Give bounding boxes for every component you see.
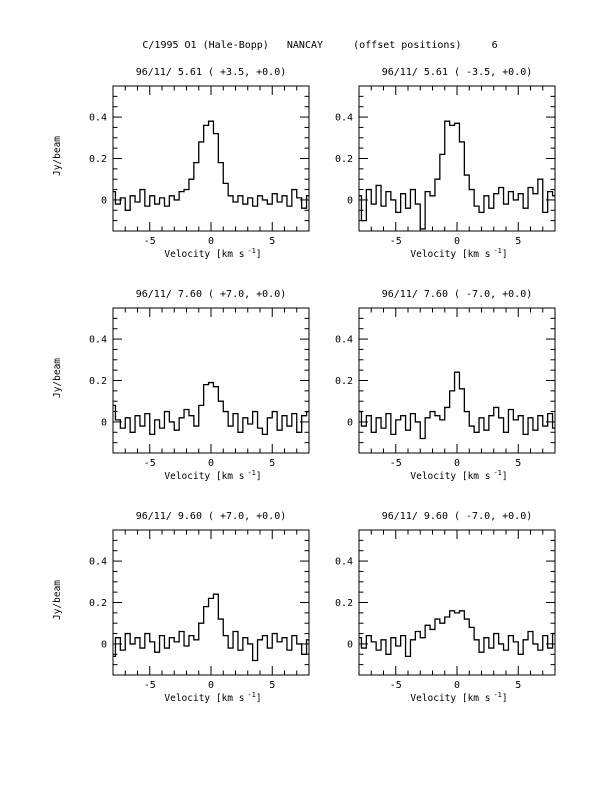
x-tick-label: 0 — [454, 458, 460, 469]
x-axis-label-bracket: ] — [502, 249, 508, 260]
x-axis-label-exponent: -1 — [247, 691, 255, 699]
y-tick-label: 0.4 — [89, 335, 107, 346]
x-axis-label: Velocity [km s -1] — [164, 469, 261, 482]
x-axis-label: Velocity [km s -1] — [164, 247, 261, 260]
y-tick-label: 0 — [347, 195, 353, 206]
y-tick-label: 0.2 — [335, 376, 353, 387]
x-tick-label: -5 — [390, 236, 402, 247]
x-axis-label-text: Velocity [km s — [164, 249, 244, 260]
panel-title: 96/11/ 7.60 ( -7.0, +0.0) — [382, 289, 533, 300]
panel-title: 96/11/ 9.60 ( +7.0, +0.0) — [136, 511, 287, 522]
x-tick-label: 5 — [269, 680, 275, 691]
x-tick-label: 0 — [454, 680, 460, 691]
x-axis-label-bracket: ] — [502, 693, 508, 704]
x-axis-label: Velocity [km s -1] — [164, 691, 261, 704]
y-axis-label: Jy/beam — [52, 136, 63, 176]
y-tick-label: 0.4 — [89, 113, 107, 124]
x-axis-label-bracket: ] — [256, 693, 262, 704]
x-axis-label-text: Velocity [km s — [164, 693, 244, 704]
y-tick-label: 0.2 — [335, 154, 353, 165]
spectrum-panel-5: 96/11/ 9.60 ( +7.0, +0.0) -5 0 5 0 0.2 0.4 Velo… — [52, 511, 310, 704]
x-axis-label-bracket: ] — [502, 471, 508, 482]
x-tick-label: 5 — [515, 680, 521, 691]
y-tick-label: 0.4 — [335, 557, 353, 568]
y-tick-label: 0.2 — [335, 598, 353, 609]
x-tick-label: 0 — [208, 680, 214, 691]
spectrum-line — [359, 120, 555, 230]
y-tick-label: 0 — [101, 195, 107, 206]
spectrum-line — [113, 593, 309, 662]
panel-title: 96/11/ 5.61 ( -3.5, +0.0) — [382, 67, 533, 78]
x-tick-label: 0 — [454, 236, 460, 247]
x-axis-label: Velocity [km s -1] — [410, 469, 507, 482]
y-tick-label: 0.2 — [89, 598, 107, 609]
x-tick-label: 5 — [269, 458, 275, 469]
spectrum-panel-4: 96/11/ 7.60 ( -7.0, +0.0) -5 0 5 0 0.2 0.4 Velo… — [335, 289, 556, 482]
x-axis-label-bracket: ] — [256, 249, 262, 260]
x-tick-label: 5 — [269, 236, 275, 247]
y-tick-label: 0 — [101, 417, 107, 428]
spectrum-panel-3: 96/11/ 7.60 ( +7.0, +0.0) -5 0 5 0 0.2 0.4 Velo… — [52, 289, 310, 482]
spectrum-line — [113, 381, 309, 436]
spectrum-panel-6: 96/11/ 9.60 ( -7.0, +0.0) -5 0 5 0 0.2 0.4 Velo… — [335, 511, 556, 704]
y-tick-label: 0 — [347, 639, 353, 650]
x-tick-label: 0 — [208, 236, 214, 247]
y-axis-label: Jy/beam — [52, 580, 63, 620]
x-axis-label: Velocity [km s -1] — [410, 247, 507, 260]
panel-title: 96/11/ 7.60 ( +7.0, +0.0) — [136, 289, 287, 300]
y-tick-label: 0.4 — [335, 113, 353, 124]
spectrum-line — [359, 371, 555, 440]
x-axis-label-text: Velocity [km s — [410, 471, 490, 482]
x-tick-label: -5 — [390, 458, 402, 469]
y-axis-label: Jy/beam — [52, 358, 63, 398]
x-tick-label: -5 — [144, 680, 156, 691]
spectrum-panel-1: 96/11/ 5.61 ( +3.5, +0.0) -5 0 5 0 0.2 0.4 Velo… — [52, 67, 310, 260]
y-tick-label: 0.2 — [89, 376, 107, 387]
panels: 96/11/ 5.61 ( +3.5, +0.0) -5 0 5 0 0.2 0.4 Velo… — [52, 67, 556, 704]
spectrum-line — [113, 120, 309, 211]
figure-title: C/1995 O1 (Hale-Bopp) NANCAY (offset pos… — [142, 40, 497, 51]
y-tick-label: 0.2 — [89, 154, 107, 165]
x-axis-label-exponent: -1 — [493, 247, 501, 255]
x-axis-label-exponent: -1 — [247, 247, 255, 255]
y-tick-label: 0.4 — [89, 557, 107, 568]
x-axis-label-text: Velocity [km s — [164, 471, 244, 482]
x-axis-label-text: Velocity [km s — [410, 693, 490, 704]
x-tick-label: 5 — [515, 458, 521, 469]
x-axis-label-exponent: -1 — [493, 691, 501, 699]
x-axis-label-text: Velocity [km s — [410, 249, 490, 260]
x-tick-label: 5 — [515, 236, 521, 247]
panel-title: 96/11/ 9.60 ( -7.0, +0.0) — [382, 511, 533, 522]
x-axis-label-bracket: ] — [256, 471, 262, 482]
spectrum-line — [359, 610, 555, 658]
x-tick-label: 0 — [208, 458, 214, 469]
x-tick-label: -5 — [390, 680, 402, 691]
spectrum-panel-2: 96/11/ 5.61 ( -3.5, +0.0) -5 0 5 0 0.2 0.4 Velo… — [335, 67, 556, 260]
panel-title: 96/11/ 5.61 ( +3.5, +0.0) — [136, 67, 287, 78]
x-tick-label: -5 — [144, 236, 156, 247]
y-tick-label: 0 — [101, 639, 107, 650]
x-tick-label: -5 — [144, 458, 156, 469]
x-axis-label-exponent: -1 — [247, 469, 255, 477]
x-axis-label: Velocity [km s -1] — [410, 691, 507, 704]
x-axis-label-exponent: -1 — [493, 469, 501, 477]
y-tick-label: 0 — [347, 417, 353, 428]
y-tick-label: 0.4 — [335, 335, 353, 346]
